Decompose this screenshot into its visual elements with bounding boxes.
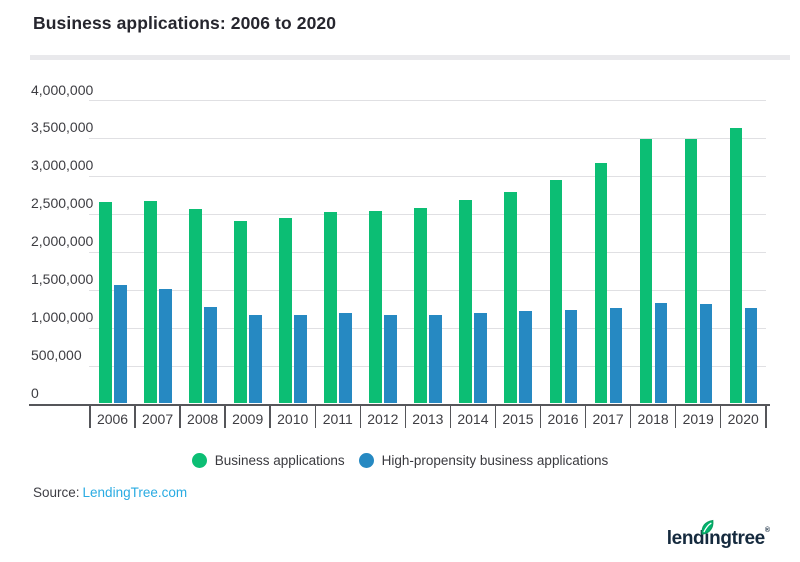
x-axis-label: 2016: [547, 411, 579, 427]
x-axis-label: 2019: [682, 411, 714, 427]
y-axis-label: 3,000,000: [31, 157, 94, 174]
x-axis-tick: [494, 404, 497, 428]
source-line: Source: LendingTree.com: [33, 485, 187, 500]
y-axis-label: 2,000,000: [31, 233, 94, 250]
y-axis-label: 1,000,000: [31, 309, 94, 326]
chart-legend: Business applications High-propensity bus…: [0, 453, 800, 468]
x-axis-tick: [674, 404, 677, 428]
bar-business-applications-2012: [369, 210, 382, 404]
leaf-icon: [701, 519, 714, 535]
x-axis-tick: [629, 404, 632, 428]
bar-business-applications-2017: [594, 162, 608, 404]
gridline: [89, 137, 766, 139]
legend-item-business-applications: Business applications: [191, 453, 345, 468]
gridline: [89, 175, 766, 177]
gridline: [89, 365, 766, 367]
bar-high-propensity-business-applications-2011: [339, 313, 352, 404]
y-axis-label: 2,500,000: [31, 195, 94, 212]
bar-high-propensity-business-applications-2014: [474, 313, 487, 404]
bar-business-applications-2020: [729, 128, 743, 404]
x-axis-tick: [89, 404, 91, 428]
bar-business-applications-2013: [414, 207, 427, 404]
gridline: [89, 289, 766, 291]
gridline: [89, 327, 766, 329]
bar-high-propensity-business-applications-2012: [384, 314, 397, 404]
x-axis-label: 2011: [322, 411, 353, 427]
bar-high-propensity-business-applications-2009: [249, 314, 262, 404]
bar-high-propensity-business-applications-2007: [159, 288, 172, 404]
legend-label: High-propensity business applications: [381, 453, 609, 468]
bar-high-propensity-business-applications-2016: [564, 310, 578, 404]
x-axis-label: 2008: [187, 411, 219, 427]
bar-high-propensity-business-applications-2008: [204, 307, 217, 404]
x-axis-label: 2012: [367, 411, 399, 427]
bar-high-propensity-business-applications-2017: [609, 307, 623, 404]
legend-label: Business applications: [214, 453, 345, 468]
gridline: [89, 213, 766, 215]
x-axis-tick: [539, 404, 542, 428]
bar-high-propensity-business-applications-2010: [294, 314, 307, 404]
bar-business-applications-2007: [144, 200, 157, 404]
y-axis-label: 4,000,000: [31, 81, 94, 98]
bar-high-propensity-business-applications-2015: [519, 310, 532, 404]
logo-text-i: i: [704, 528, 710, 549]
logo-text: lend: [666, 528, 705, 549]
x-axis-label: 2014: [457, 411, 489, 427]
bar-business-applications-2018: [639, 139, 653, 404]
x-axis-tick: [224, 404, 226, 428]
x-axis-label: 2010: [277, 411, 309, 427]
title-divider: [30, 55, 790, 60]
logo-registered-mark: ®: [764, 527, 770, 534]
bar-business-applications-2011: [324, 211, 337, 404]
x-axis-tick: [404, 404, 407, 428]
lendingtree-logo: lendi ngtree®: [667, 514, 770, 550]
logo-text-2: ngtree: [709, 528, 765, 549]
y-axis-label: 500,000: [31, 347, 82, 364]
bar-business-applications-2019: [684, 139, 698, 404]
bar-high-propensity-business-applications-2019: [699, 304, 713, 404]
x-axis-label: 2006: [96, 411, 129, 427]
x-axis-tick: [359, 404, 362, 428]
x-axis-label: 2015: [502, 411, 534, 427]
x-axis-tick: [449, 404, 452, 428]
bar-business-applications-2008: [189, 209, 202, 404]
x-axis-label: 2017: [592, 411, 624, 427]
x-axis-tick: [719, 404, 722, 428]
legend-marker: [358, 453, 374, 468]
chart-title: Business applications: 2006 to 2020: [33, 13, 337, 33]
source-label: Source:: [33, 485, 80, 500]
x-axis-tick: [314, 404, 316, 428]
x-axis-tick: [179, 404, 181, 428]
bar-high-propensity-business-applications-2006: [114, 285, 127, 404]
x-axis-label: 2018: [637, 411, 669, 427]
bar-business-applications-2006: [99, 202, 112, 404]
x-axis-label: 2013: [412, 411, 444, 427]
bar-business-applications-2014: [459, 200, 472, 404]
legend-marker: [191, 453, 207, 468]
bar-high-propensity-business-applications-2020: [744, 307, 758, 404]
y-axis-label: 0: [31, 385, 39, 401]
source-link[interactable]: LendingTree.com: [82, 485, 188, 500]
x-axis-tick: [765, 404, 767, 428]
gridline: [89, 100, 766, 101]
bar-business-applications-2009: [234, 221, 247, 404]
gridline: [89, 251, 766, 253]
bar-high-propensity-business-applications-2018: [654, 302, 668, 404]
x-axis-tick: [269, 404, 271, 428]
bar-business-applications-2010: [279, 217, 292, 404]
legend-item-high-propensity-business-applications: High-propensity business applications: [358, 453, 609, 468]
x-axis-label: 2007: [141, 411, 174, 427]
x-axis-label: 2020: [727, 411, 759, 427]
x-axis-line: [29, 403, 770, 406]
bar-business-applications-2016: [549, 180, 563, 404]
x-axis-tick: [584, 404, 587, 428]
x-axis-tick: [134, 404, 136, 428]
y-axis-label: 1,500,000: [31, 271, 94, 288]
y-axis-label: 3,500,000: [31, 119, 94, 136]
bar-high-propensity-business-applications-2013: [429, 314, 442, 404]
x-axis-label: 2009: [232, 411, 264, 427]
bar-business-applications-2015: [504, 191, 517, 404]
